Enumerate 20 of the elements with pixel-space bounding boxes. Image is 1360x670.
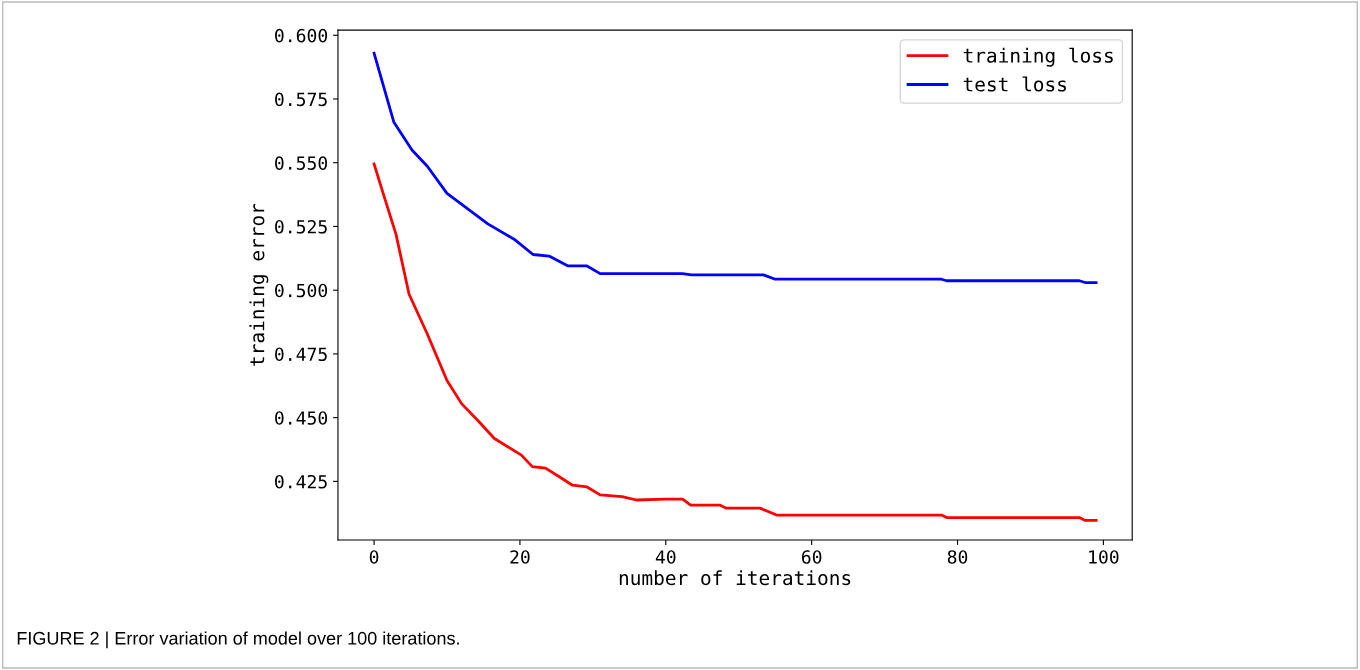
y-tick-label: 0.500 bbox=[275, 283, 328, 298]
y-tick-label: 0.600 bbox=[275, 28, 328, 43]
y-tick-label: 0.450 bbox=[275, 411, 328, 425]
x-tick-label: 60 bbox=[801, 550, 822, 564]
x-tick-label: 20 bbox=[510, 550, 530, 564]
legend-label: training loss bbox=[963, 47, 1113, 67]
y-tick-label: 0.550 bbox=[275, 156, 328, 170]
y-tick-label: 0.525 bbox=[275, 219, 327, 234]
y-tick-label: 0.425 bbox=[275, 474, 327, 489]
line-series bbox=[372, 162, 1098, 522]
y-tick-label: 0.575 bbox=[275, 92, 327, 107]
y-axis-title: training error bbox=[249, 203, 269, 366]
x-tick-label: 0 bbox=[369, 550, 379, 564]
x-tick-label: 40 bbox=[655, 550, 676, 564]
x-tick-label: 80 bbox=[947, 550, 968, 564]
legend-label: test loss bbox=[963, 76, 1066, 92]
x-axis-title: number of iterations bbox=[619, 570, 851, 586]
y-tick-label: 0.475 bbox=[275, 347, 327, 362]
caption: FIGURE 2 | Error variation of model over 100 iterations. bbox=[17, 631, 459, 649]
x-tick-label: 100 bbox=[1089, 550, 1119, 564]
